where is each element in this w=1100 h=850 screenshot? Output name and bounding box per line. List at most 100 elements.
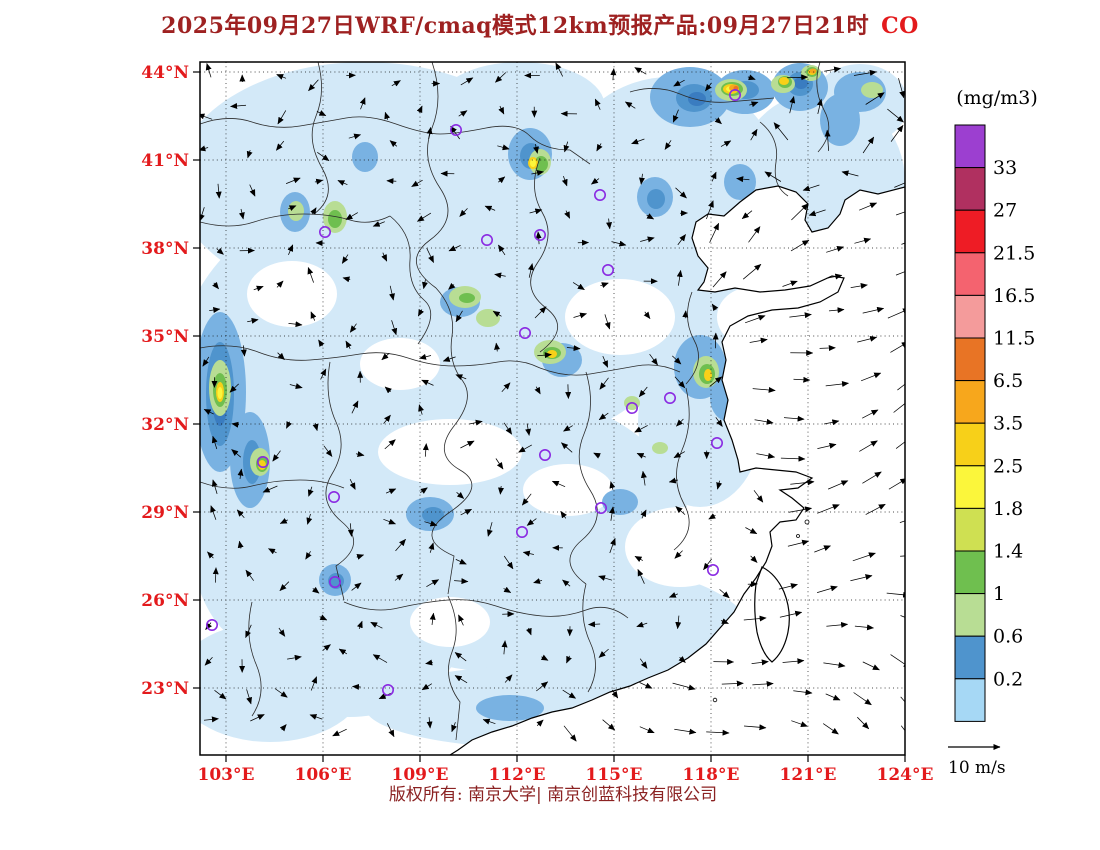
city-marker — [329, 575, 342, 588]
lat-tick-label: 44°N — [141, 63, 189, 83]
wind-arrow — [611, 240, 627, 247]
lat-tick-label: 26°N — [141, 591, 189, 611]
wind-arrow — [204, 657, 213, 666]
wind-arrow — [710, 171, 717, 182]
wind-arrow — [555, 62, 564, 77]
wind-arrow — [310, 311, 317, 321]
wind-arrow — [484, 205, 496, 212]
wind-arrow — [572, 282, 585, 291]
wind-arrow — [790, 239, 810, 252]
wind-arrow — [347, 523, 354, 537]
legend-value-labels: 33 27 21.5 16.5 11.5 6.5 3.5 2.5 1.8 1.4 1 0.6 0.2 — [993, 157, 1035, 690]
wind-arrow — [386, 723, 395, 738]
wind-arrow — [268, 548, 277, 555]
wind-arrow — [308, 79, 319, 92]
wind-arrow — [247, 317, 259, 324]
wind-arrow — [482, 718, 496, 725]
city-marker — [533, 229, 546, 242]
wind-arrow — [825, 380, 849, 387]
legend-color-box — [954, 635, 986, 680]
wind-arrow — [646, 213, 655, 220]
wind-arrow — [609, 481, 616, 490]
wind-arrow — [672, 355, 682, 365]
wind-arrow — [495, 72, 507, 83]
wind-arrow — [497, 144, 510, 151]
wind-arrow — [640, 470, 647, 486]
wind-arrow — [853, 692, 872, 706]
wind-arrow — [611, 689, 619, 699]
wind-arrow — [207, 551, 215, 559]
lat-tick-label: 35°N — [141, 327, 189, 347]
wind-arrow — [673, 451, 685, 459]
legend-color-box — [954, 209, 986, 254]
wind-arrow — [385, 488, 397, 495]
wind-arrow — [596, 143, 603, 152]
wind-arrow — [378, 693, 391, 700]
wind-arrow — [886, 591, 905, 598]
wind-arrow — [756, 452, 776, 459]
wind-arrow — [384, 439, 396, 450]
wind-arrow — [850, 574, 873, 582]
city-marker — [382, 683, 395, 696]
lon-tick-label: 109°E — [392, 765, 449, 785]
wind-arrow — [416, 212, 432, 222]
legend-color-box — [954, 337, 986, 382]
wind-arrow — [341, 254, 349, 264]
wind-arrow — [764, 171, 782, 182]
wind-arrow — [854, 237, 872, 244]
sea-area — [450, 186, 905, 755]
wind-arrow — [562, 689, 577, 699]
wind-arrow — [640, 509, 647, 519]
wind-arrow — [672, 109, 679, 123]
wind-arrow — [381, 252, 388, 262]
wind-arrow — [540, 654, 549, 661]
wind-arrow — [637, 568, 645, 584]
wind-arrow — [262, 485, 278, 493]
wind-arrow — [752, 386, 776, 393]
wind-arrow — [749, 101, 759, 108]
city-marker — [710, 436, 723, 449]
wind-arrow — [895, 271, 905, 276]
wind-arrow — [712, 271, 727, 288]
wind-arrow — [676, 418, 684, 427]
wind-arrow — [857, 716, 870, 730]
wind-arrow — [351, 582, 362, 591]
wind-arrow — [788, 506, 813, 513]
wind-arrow — [676, 269, 683, 286]
wind-arrow — [394, 573, 404, 581]
legend-color-box — [954, 380, 986, 424]
wind-arrow — [312, 586, 320, 594]
wind-arrow — [675, 615, 682, 630]
wind-vector-field — [200, 62, 905, 742]
axis-ticks — [193, 71, 906, 762]
wind-arrow — [593, 452, 601, 459]
wind-arrow — [741, 210, 753, 220]
wind-arrow — [600, 282, 609, 288]
wind-arrow — [668, 592, 678, 598]
wind-arrow — [203, 716, 219, 723]
wind-arrow — [537, 352, 552, 359]
wind-arrow — [639, 726, 655, 734]
legend-value-label: 6.5 — [993, 370, 1023, 392]
wind-arrow — [791, 203, 809, 221]
wind-arrow — [288, 321, 303, 328]
wind-arrow — [276, 74, 287, 80]
wind-arrow — [703, 558, 712, 571]
wind-arrow — [709, 376, 723, 387]
wind-arrow — [674, 728, 697, 735]
wind-arrow — [534, 386, 541, 395]
wind-arrow — [639, 658, 648, 669]
wind-arrow — [638, 386, 648, 398]
wind-arrow — [639, 682, 653, 689]
wind-arrow — [590, 177, 600, 185]
wind-arrow — [551, 480, 566, 488]
wind-arrow — [216, 247, 224, 255]
wind-arrow — [357, 620, 363, 630]
taiwan-island — [754, 566, 790, 663]
wind-arrow — [853, 69, 877, 76]
wind-arrow — [743, 615, 767, 622]
wind-arrow — [900, 555, 905, 557]
wind-arrow — [245, 569, 255, 581]
wind-arrow — [249, 184, 256, 197]
wind-arrow — [720, 140, 732, 147]
